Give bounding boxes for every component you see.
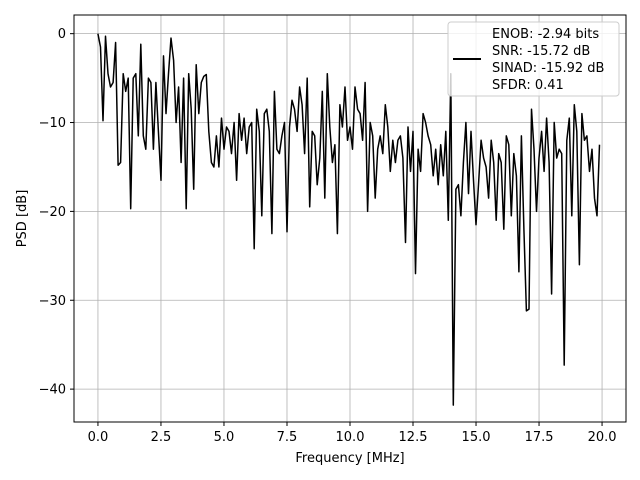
legend-box <box>447 21 620 97</box>
grid <box>74 15 626 422</box>
x-tick-label: 5.0 <box>214 430 235 445</box>
y-tick-label: −20 <box>39 205 66 220</box>
x-tick-label: 2.5 <box>151 430 172 445</box>
y-axis-label: PSD [dB] <box>15 190 30 248</box>
y-tick-label: −10 <box>39 116 66 131</box>
x-axis-label: Frequency [MHz] <box>295 451 404 466</box>
x-tick-label: 17.5 <box>525 430 554 445</box>
x-tick-label: 7.5 <box>277 430 298 445</box>
y-tick-label: −40 <box>39 383 66 398</box>
x-tick-label: 12.5 <box>399 430 428 445</box>
psd-series-line <box>97 33 601 406</box>
legend-line-enob: ENOB: -2.94 bits <box>492 27 599 42</box>
x-tick-label: 15.0 <box>462 430 491 445</box>
x-tick-label: 10.0 <box>336 430 365 445</box>
legend: ENOB: -2.94 bits SNR: -15.72 dB SINAD: -… <box>447 21 620 97</box>
series-layer <box>97 33 601 406</box>
ticks: 0.0 2.5 5.0 7.5 10.0 12.5 15.0 17.5 20.0 0 −10 −20 −… <box>39 27 617 445</box>
y-tick-label: 0 <box>58 27 66 42</box>
legend-line-sinad: SINAD: -15.92 dB <box>492 61 604 76</box>
legend-line-sfdr: SFDR: 0.41 <box>492 78 564 93</box>
y-tick-label: −30 <box>39 294 66 309</box>
x-tick-label: 20.0 <box>588 430 617 445</box>
legend-line-snr: SNR: -15.72 dB <box>492 44 590 59</box>
x-tick-label: 0.0 <box>88 430 109 445</box>
